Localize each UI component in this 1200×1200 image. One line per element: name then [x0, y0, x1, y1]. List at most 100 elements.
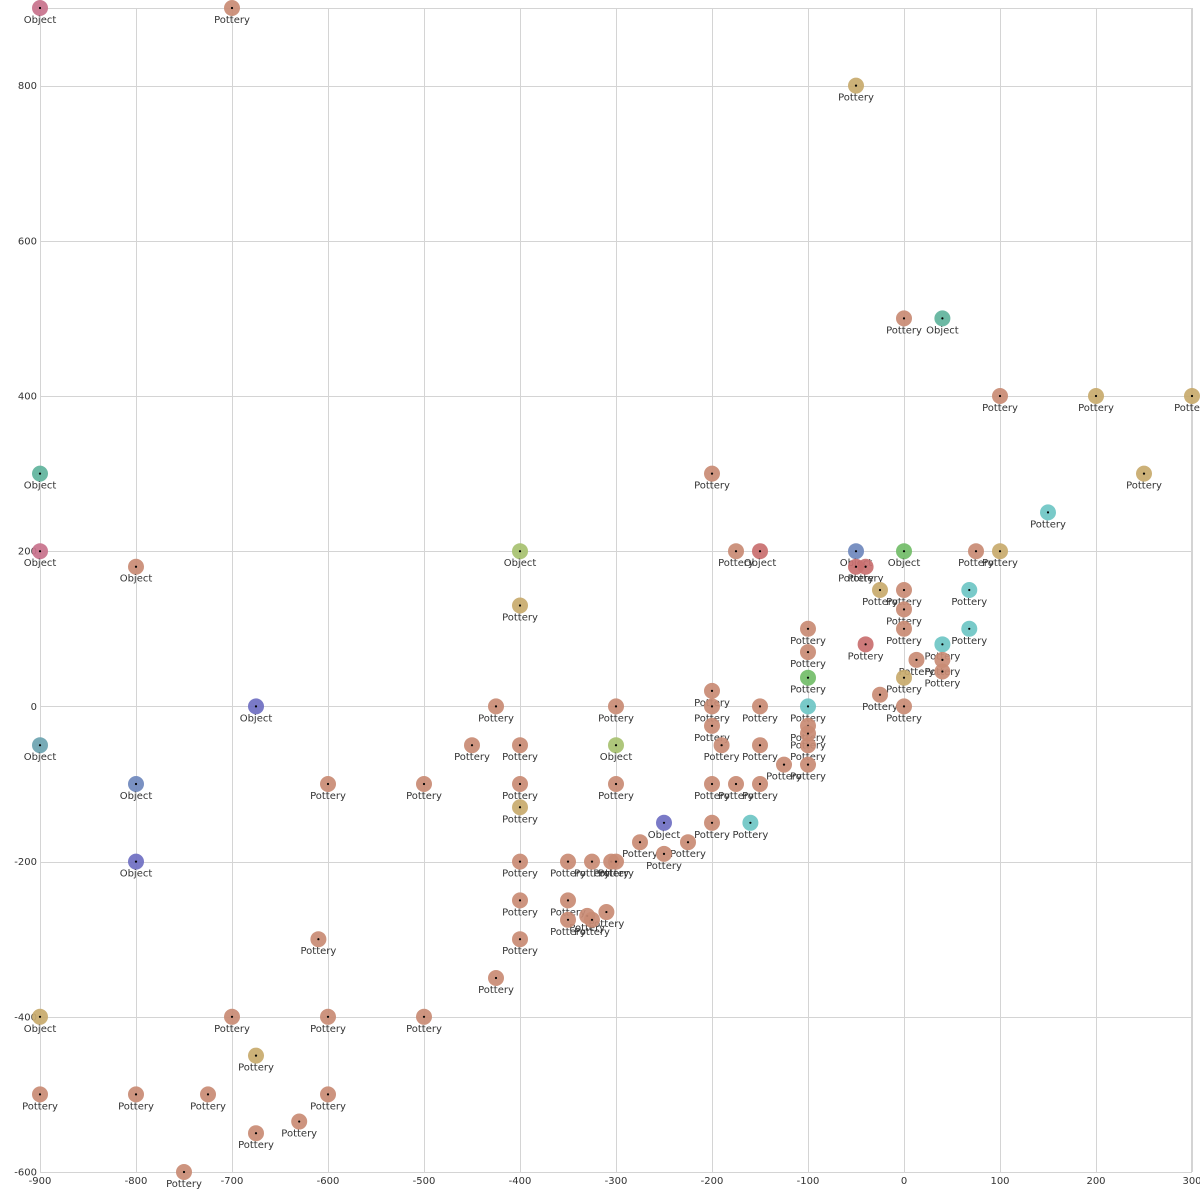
data-point[interactable]: Pottery — [924, 663, 960, 689]
data-point[interactable]: Pottery — [214, 0, 250, 26]
data-point[interactable]: Pottery — [646, 845, 682, 872]
data-point[interactable]: Object — [240, 698, 273, 724]
data-point[interactable]: Pottery — [951, 620, 987, 647]
data-point[interactable]: Pottery — [1126, 465, 1162, 492]
data-point[interactable]: Pottery — [694, 465, 730, 492]
data-point[interactable]: Pottery — [790, 756, 826, 783]
data-point[interactable]: Pottery — [790, 669, 826, 696]
data-point[interactable]: Pottery — [574, 853, 610, 880]
data-point[interactable]: Pottery — [598, 853, 634, 880]
data-point[interactable]: Pottery — [899, 651, 935, 678]
point-label: Pottery — [598, 713, 634, 724]
data-point[interactable]: Pottery — [502, 776, 538, 802]
data-point[interactable]: Object — [24, 737, 57, 763]
data-point[interactable]: Object — [120, 776, 153, 802]
data-point[interactable]: Pottery — [790, 644, 826, 670]
data-point[interactable]: Object — [888, 543, 921, 569]
data-point[interactable]: Object — [24, 465, 57, 492]
data-point[interactable]: Pottery — [848, 636, 884, 662]
data-point[interactable]: Object — [24, 1008, 57, 1035]
data-point[interactable]: Pottery — [190, 1086, 226, 1112]
data-point[interactable]: Object — [504, 543, 537, 569]
data-point[interactable]: Pottery — [742, 776, 778, 802]
data-point[interactable]: Pottery — [281, 1113, 317, 1140]
data-point[interactable]: Pottery — [550, 853, 586, 880]
data-point[interactable]: Pottery — [886, 669, 922, 696]
data-point[interactable]: Object — [744, 543, 777, 569]
point-center-dot — [758, 744, 762, 747]
data-point[interactable]: Pottery — [886, 620, 922, 647]
data-point[interactable]: Pottery — [718, 776, 754, 802]
data-point[interactable]: Pottery — [118, 1086, 154, 1112]
data-point[interactable]: Pottery — [406, 776, 442, 802]
data-point[interactable]: Pottery — [670, 834, 706, 860]
data-point[interactable]: Pottery — [502, 931, 538, 957]
data-point[interactable]: Pottery — [310, 1086, 346, 1112]
data-point[interactable]: Object — [24, 543, 57, 569]
data-point[interactable]: Pottery — [214, 1008, 250, 1035]
data-point[interactable]: Pottery — [502, 799, 538, 825]
point-center-dot — [422, 1015, 426, 1018]
data-point[interactable]: Pottery — [886, 698, 922, 724]
data-point[interactable]: Pottery — [790, 620, 826, 647]
data-point[interactable]: Pottery — [951, 582, 987, 608]
data-point[interactable]: Pottery — [598, 776, 634, 802]
point-label: Pottery — [742, 791, 778, 802]
data-point[interactable]: Pottery — [694, 814, 730, 841]
data-point[interactable]: Pottery — [310, 1008, 346, 1035]
data-point[interactable]: Pottery — [1078, 388, 1114, 414]
point-label: Pottery — [694, 733, 730, 744]
data-point[interactable]: Pottery — [478, 698, 514, 724]
data-point[interactable]: Pottery — [550, 911, 586, 938]
data-point[interactable]: Pottery — [838, 77, 874, 104]
data-point[interactable]: Pottery — [704, 737, 740, 763]
data-point[interactable]: Pottery — [1174, 388, 1200, 414]
data-point[interactable]: Object — [120, 853, 153, 880]
x-tick-label: -900 — [29, 1176, 52, 1187]
data-point[interactable]: Pottery — [588, 904, 624, 930]
data-point[interactable]: Pottery — [406, 1008, 442, 1035]
data-point[interactable]: Pottery — [238, 1125, 274, 1151]
point-label: Pottery — [310, 1024, 346, 1035]
data-point[interactable]: Pottery — [1030, 504, 1066, 530]
data-point[interactable]: Pottery — [598, 698, 634, 724]
data-point[interactable]: Pottery — [310, 776, 346, 802]
point-label: Pottery — [588, 919, 624, 930]
data-point[interactable]: Pottery — [982, 543, 1018, 569]
data-point[interactable]: Pottery — [862, 582, 898, 608]
data-point[interactable]: Pottery — [22, 1086, 58, 1112]
data-point[interactable]: Pottery — [694, 776, 730, 802]
data-point[interactable]: Object — [648, 814, 681, 841]
data-point[interactable]: Pottery — [574, 911, 610, 938]
point-label: Pottery — [790, 772, 826, 783]
data-point[interactable]: Object — [120, 558, 153, 585]
data-point[interactable]: Pottery — [862, 686, 898, 713]
data-point[interactable]: Pottery — [502, 853, 538, 880]
data-point[interactable]: Pottery — [982, 388, 1018, 414]
data-point[interactable]: Pottery — [502, 737, 538, 763]
data-point[interactable]: Pottery — [694, 717, 730, 744]
data-point[interactable]: Pottery — [958, 543, 994, 569]
data-point[interactable]: Object — [24, 0, 57, 26]
chart-grid — [40, 8, 1193, 1173]
data-point[interactable]: Pottery — [238, 1047, 274, 1074]
data-point[interactable]: Pottery — [622, 834, 658, 860]
data-point[interactable]: Pottery — [742, 737, 778, 763]
data-point[interactable]: Object — [600, 737, 633, 763]
data-point[interactable]: Pottery — [732, 814, 768, 841]
data-point[interactable]: Pottery — [502, 892, 538, 918]
point-label: Object — [120, 574, 153, 585]
data-point[interactable]: Pottery — [848, 558, 884, 585]
data-point[interactable]: Pottery — [718, 543, 754, 569]
point-center-dot — [614, 744, 618, 747]
data-point[interactable]: Pottery — [502, 597, 538, 624]
data-point[interactable]: Pottery — [886, 310, 922, 336]
data-point[interactable]: Pottery — [454, 737, 490, 763]
data-point[interactable]: Pottery — [166, 1164, 202, 1190]
data-point[interactable]: Pottery — [766, 756, 802, 783]
point-label: Pottery — [704, 752, 740, 763]
data-point[interactable]: Pottery — [478, 970, 514, 996]
data-point[interactable]: Pottery — [742, 698, 778, 724]
data-point[interactable]: Object — [926, 310, 959, 336]
data-point[interactable]: Pottery — [300, 931, 336, 957]
